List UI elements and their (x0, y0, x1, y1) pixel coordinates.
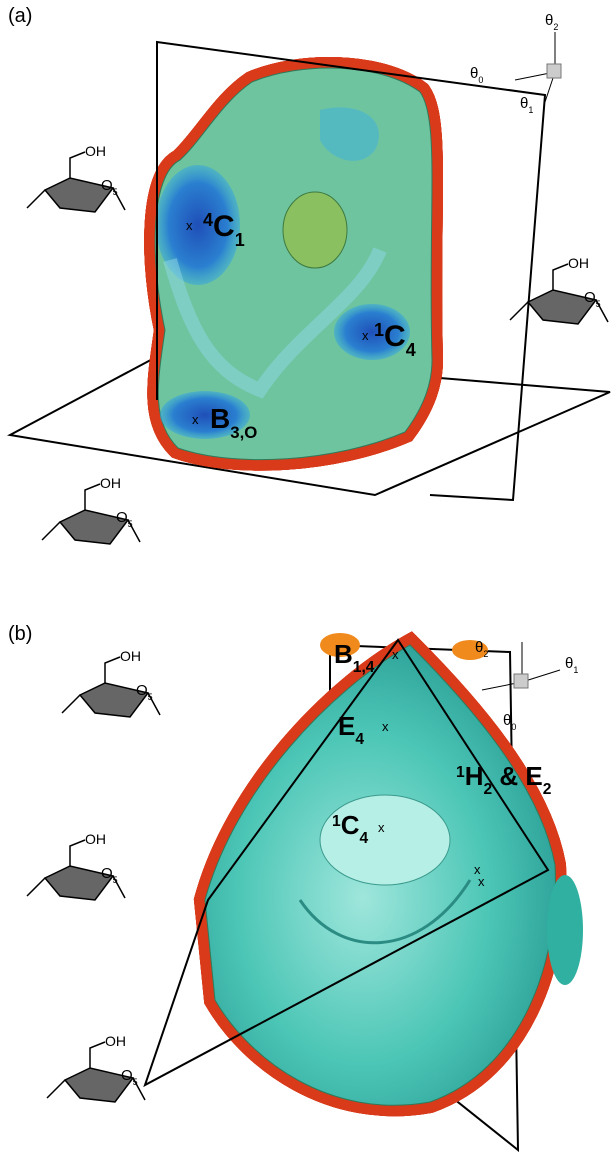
label-run: 5 (148, 692, 153, 702)
label-run: 0 (511, 722, 516, 732)
axis-label: θ1 (520, 95, 533, 115)
label-run: 4 (203, 210, 213, 230)
state-marker: x (186, 218, 193, 233)
label-run: O (101, 865, 113, 882)
label-run: 2 (553, 22, 558, 32)
label-run: H (465, 761, 484, 791)
ring-bond (27, 878, 45, 896)
ring-structure: OH O5 (510, 255, 608, 324)
hydroxyl-label: OH (105, 1033, 126, 1049)
state-marker: x (392, 647, 399, 662)
label-run: O (101, 177, 113, 194)
hydroxyl-label: OH (85, 143, 106, 159)
label-run: E (338, 711, 355, 741)
hydroxyl-label: OH (85, 831, 106, 847)
panel-label: (a) (8, 5, 32, 27)
surface (155, 68, 432, 460)
label-run: O (136, 682, 148, 699)
ring-bond (553, 264, 568, 290)
axis-cube (514, 674, 528, 688)
label-run: E (525, 761, 542, 791)
hydroxyl-label: OH (100, 475, 121, 491)
ring-bond (47, 1080, 65, 1098)
label-run: 1 (456, 764, 465, 781)
ring-structure: OH O5 (62, 648, 160, 717)
axis-label: θ1 (565, 655, 578, 675)
label-run: 5 (133, 1077, 138, 1087)
ring-bond (85, 484, 100, 510)
ring-bond (510, 302, 528, 320)
ring-bond (70, 840, 85, 866)
ring-structure: OH O5 (27, 831, 125, 900)
hydroxyl-label: OH (120, 648, 141, 664)
label-run: & (492, 761, 525, 791)
label-run: 5 (113, 875, 118, 885)
label-run: O (116, 509, 128, 526)
label-run: 2 (483, 649, 488, 659)
ring-bond (105, 657, 120, 683)
ring-bond (27, 190, 45, 208)
label-run: 2 (483, 781, 492, 798)
axis-label: θ2 (545, 12, 558, 32)
label-run: 2 (543, 781, 552, 798)
ring-bond (62, 695, 80, 713)
label-run: 4 (406, 340, 416, 360)
label-run: C (384, 320, 406, 353)
label-run: 5 (596, 299, 601, 309)
label-run: 1 (235, 230, 245, 250)
label-run: θ (520, 95, 528, 112)
ring-bond (42, 522, 60, 540)
axis-label: θ0 (470, 65, 483, 85)
hydroxyl-label: OH (568, 255, 589, 271)
state-marker: x (478, 874, 485, 889)
label-run: 1 (528, 105, 533, 115)
label-run: θ (545, 12, 553, 29)
axis-label: θ0 (503, 712, 516, 732)
label-run: B (210, 403, 230, 434)
ring-structure: OH O5 (42, 475, 140, 544)
state-marker: x (378, 820, 385, 835)
ring-structure: OH O5 (47, 1033, 145, 1102)
label-run: 5 (113, 187, 118, 197)
label-run: θ (470, 65, 478, 82)
state-marker: x (382, 719, 389, 734)
label-run: 5 (128, 519, 133, 529)
label-run: 1 (332, 813, 341, 830)
panel-label: (b) (8, 623, 32, 645)
surface (205, 633, 583, 1105)
label-run: 1,4 (353, 659, 375, 676)
state-marker: x (192, 412, 199, 427)
ring-bond (70, 152, 85, 178)
ring-bond (90, 1042, 105, 1068)
ring-structure: OH O5 (27, 143, 125, 212)
label-run: C (213, 210, 235, 243)
label-run: 4 (355, 731, 364, 748)
label-run: O (121, 1067, 133, 1084)
label-run: B (334, 639, 353, 669)
label-run: 4 (359, 830, 368, 847)
axis-cube (547, 64, 561, 78)
state-marker: x (362, 328, 369, 343)
label-run: θ (475, 639, 483, 656)
label-run: 3,O (230, 423, 257, 442)
label-run: 0 (478, 75, 483, 85)
label-run: θ (565, 655, 573, 672)
label-run: 1 (374, 320, 384, 340)
label-run: C (341, 810, 360, 840)
label-run: 1 (573, 665, 578, 675)
label-run: O (584, 289, 596, 306)
figure: (a)θ0θ1θ2x4C1x1C4xB3,OOHO5OHO5OHO5(b)θ0θ… (0, 0, 613, 1154)
label-run: θ (503, 712, 511, 729)
